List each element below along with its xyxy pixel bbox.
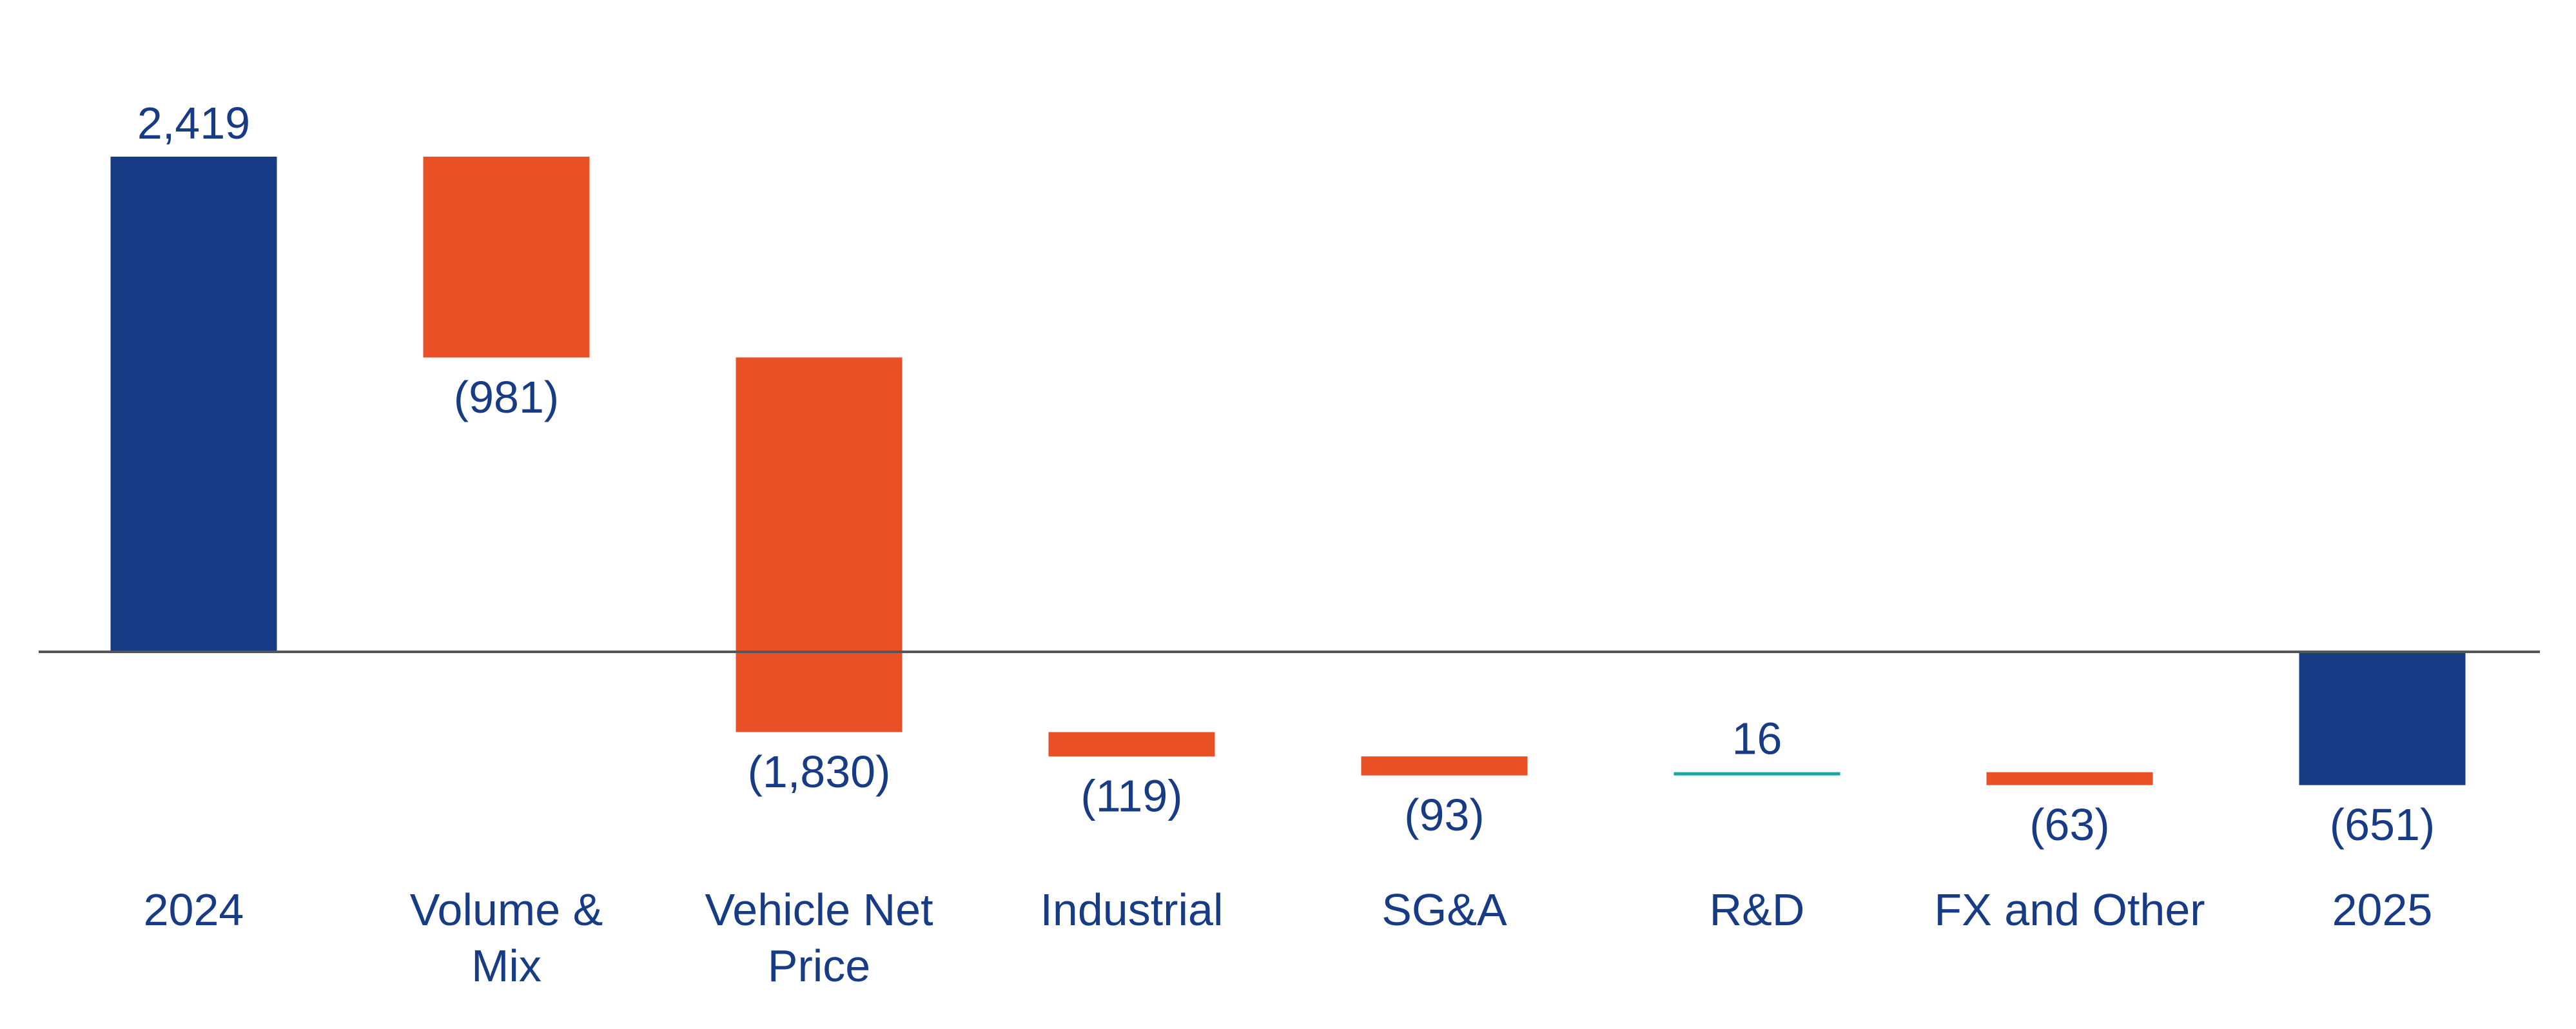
value-labels-layer: 2,419 (981) (1,830) (119) (93) 16 (63) (651) <box>137 98 2435 850</box>
category-label-line: Volume & <box>410 885 603 935</box>
category-label-r-d: R&D <box>1710 885 1805 935</box>
category-label-line: R&D <box>1710 885 1805 935</box>
category-label-line: Vehicle Net <box>705 885 933 935</box>
bar-volume-mix <box>423 157 590 358</box>
category-label-line: Industrial <box>1040 885 1223 935</box>
category-label-line: SG&A <box>1381 885 1507 935</box>
bar-2025 <box>2299 652 2466 785</box>
category-label-line: FX and Other <box>1934 885 2205 935</box>
bar-vehicle-net-price <box>736 357 903 732</box>
category-label-line: Price <box>768 941 870 991</box>
category-labels-layer: 2024 Volume & Mix Vehicle Net Price Industria… <box>144 885 2433 991</box>
value-label-2025: (651) <box>2330 799 2435 850</box>
category-label-vehicle-net-price: Vehicle Net Price <box>705 885 933 991</box>
category-label-line: 2025 <box>2332 885 2433 935</box>
category-label-fx-and-other: FX and Other <box>1934 885 2205 935</box>
bars-layer <box>110 157 2466 785</box>
category-label-industrial: Industrial <box>1040 885 1223 935</box>
bar-2024 <box>110 157 277 652</box>
category-label-line: 2024 <box>144 885 244 935</box>
value-label-vehicle-net-price: (1,830) <box>748 747 891 797</box>
value-label-fx-and-other: (63) <box>2029 799 2109 850</box>
bar-fx-and-other <box>1986 772 2153 785</box>
category-label-2025: 2025 <box>2332 885 2433 935</box>
value-label-2024: 2,419 <box>137 98 250 148</box>
category-label-2024: 2024 <box>144 885 244 935</box>
value-label-r-d: 16 <box>1732 714 1782 764</box>
bar-sg-a <box>1361 756 1528 776</box>
value-label-industrial: (119) <box>1080 771 1182 821</box>
bar-industrial <box>1048 732 1215 757</box>
category-label-line: Mix <box>471 941 542 991</box>
category-label-sg-a: SG&A <box>1381 885 1507 935</box>
category-label-volume-mix: Volume & Mix <box>410 885 603 991</box>
value-label-sg-a: (93) <box>1404 790 1484 840</box>
bar-r-d <box>1673 772 1840 776</box>
value-label-volume-mix: (981) <box>454 372 559 422</box>
